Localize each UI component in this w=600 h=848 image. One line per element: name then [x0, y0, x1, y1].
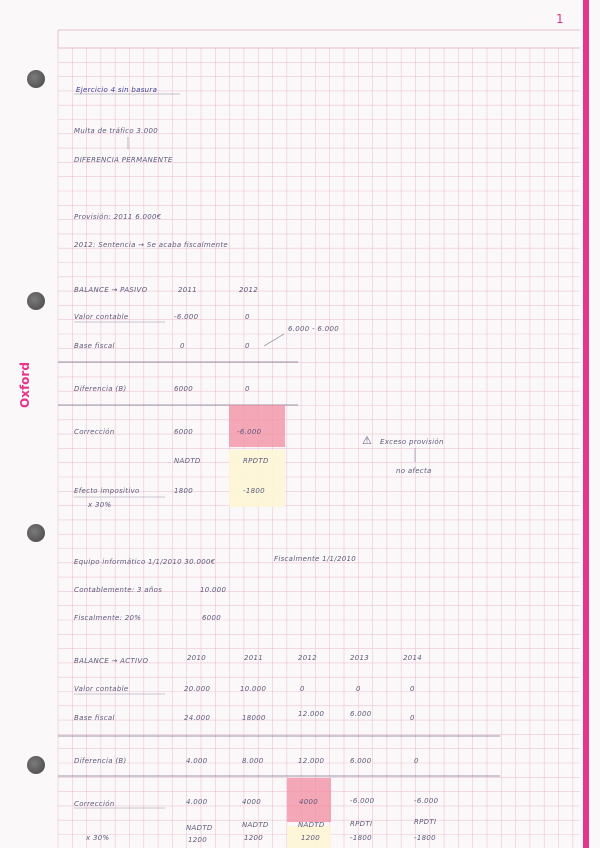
efecto-sub: x 30% [88, 501, 112, 509]
table-cell: 0 [410, 685, 415, 693]
arrow-note: 6.000 - 6.000 [288, 325, 339, 333]
table-cell: 1200 [301, 834, 321, 842]
table-cell: 12.000 [298, 757, 325, 765]
table-cell: 8.000 [242, 757, 264, 765]
naming-nadtd: NADTD [174, 457, 201, 465]
binder-hole [27, 70, 45, 88]
page-number: 1 [556, 12, 564, 26]
table-cell: 4000 [242, 798, 262, 806]
correccion-label: Corrección [74, 428, 115, 436]
correccion-label: Corrección [74, 800, 115, 808]
table-cell: 6.000 [350, 757, 372, 765]
table-cell: 0 [414, 757, 419, 765]
table-cell: -1800 [350, 834, 372, 842]
multa-line: Multa de tráfico 3.000 [74, 127, 158, 135]
base-fiscal-2011: 0 [180, 342, 185, 350]
table-cell: 1200 [188, 836, 208, 844]
valor-contable-2012: 0 [245, 313, 250, 321]
contable-line: Contablemente: 3 años [74, 586, 163, 594]
correccion-2012: -6.000 [237, 428, 262, 436]
year-header: 2014 [403, 654, 423, 662]
highlight-efecto-2012-b [287, 826, 331, 848]
diferencia-label: Diferencia (B) [74, 385, 127, 393]
contable-value: 10.000 [200, 586, 227, 594]
diferencia-2011: 6000 [174, 385, 194, 393]
fiscal-date: Fiscalmente 1/1/2010 [274, 555, 356, 563]
binder-hole [27, 292, 45, 310]
fiscal-value: 6000 [202, 614, 222, 622]
table-cell: 6.000 [350, 710, 372, 718]
balance-pasivo-label: BALANCE → PASIVO [74, 286, 148, 294]
provision-line: Provisión: 2011 6.000€ [74, 213, 162, 221]
efecto-2012: -1800 [243, 487, 265, 495]
equipo-line: Equipo informático 1/1/2010 30.000€ [74, 558, 216, 566]
diferencia-2012: 0 [245, 385, 250, 393]
table-cell: 12.000 [298, 710, 325, 718]
table-cell: RPDTI [414, 818, 437, 826]
table-cell: RPDTI [350, 820, 373, 828]
table-cell: NADTD [186, 824, 213, 832]
table-cell: 18000 [242, 714, 266, 722]
efecto-2011: 1800 [174, 487, 194, 495]
correccion-2011: 6000 [174, 428, 194, 436]
year-header: 2012 [298, 654, 318, 662]
table-cell: NADTD [298, 821, 325, 829]
efecto-label: x 30% [86, 834, 110, 842]
year-2011: 2011 [178, 286, 198, 294]
table-cell: 24.000 [184, 714, 211, 722]
year-header: 2011 [244, 654, 264, 662]
fiscal-line: Fiscalmente: 20% [74, 614, 142, 622]
table-cell: 0 [300, 685, 305, 693]
year-header: 2010 [187, 654, 207, 662]
sentencia-line: 2012: Sentencia → Se acaba fiscalmente [74, 241, 228, 249]
binder-hole [27, 524, 45, 542]
diferencia-permanente: DIFERENCIA PERMANENTE [74, 156, 173, 164]
table-cell: 10.000 [240, 685, 267, 693]
table-cell: -1800 [414, 834, 436, 842]
base-fiscal-label: Base fiscal [74, 342, 115, 350]
table-cell: 4.000 [186, 798, 208, 806]
base-fiscal-label: Base fiscal [74, 714, 115, 722]
year-2012: 2012 [239, 286, 259, 294]
table-cell: -6.000 [414, 797, 439, 805]
valor-contable-2011: -6.000 [174, 313, 199, 321]
efecto-label: Efecto impositivo [74, 487, 140, 495]
balance-activo-label: BALANCE → ACTIVO [74, 657, 149, 665]
table-cell: 0 [356, 685, 361, 693]
table-cell: 1200 [244, 834, 264, 842]
warning-line2: no afecta [396, 467, 432, 475]
warning-line1: Exceso provisión [380, 438, 444, 446]
highlight-correccion-2012-b [287, 778, 331, 822]
brand-logo: Oxford [18, 362, 32, 408]
table-cell: -6.000 [350, 797, 375, 805]
table-cell: 0 [410, 714, 415, 722]
table-cell: 20.000 [184, 685, 211, 693]
table-cell: 4000 [299, 798, 319, 806]
base-fiscal-2012: 0 [245, 342, 250, 350]
naming-rpdtd: RPDTD [243, 457, 269, 465]
valor-contable-label: Valor contable [74, 313, 129, 321]
table-cell: 4.000 [186, 757, 208, 765]
diferencia-label: Diferencia (B) [74, 757, 127, 765]
valor-contable-label: Valor contable [74, 685, 129, 693]
table-cell: NADTD [242, 821, 269, 829]
year-header: 2013 [350, 654, 370, 662]
highlight-naming-2012 [229, 450, 285, 507]
highlight-correccion-2012 [229, 405, 285, 447]
warning-icon: ⚠ [362, 434, 373, 447]
binder-hole [27, 756, 45, 774]
exercise-title: Ejercicio 4 sin basura [76, 86, 158, 94]
